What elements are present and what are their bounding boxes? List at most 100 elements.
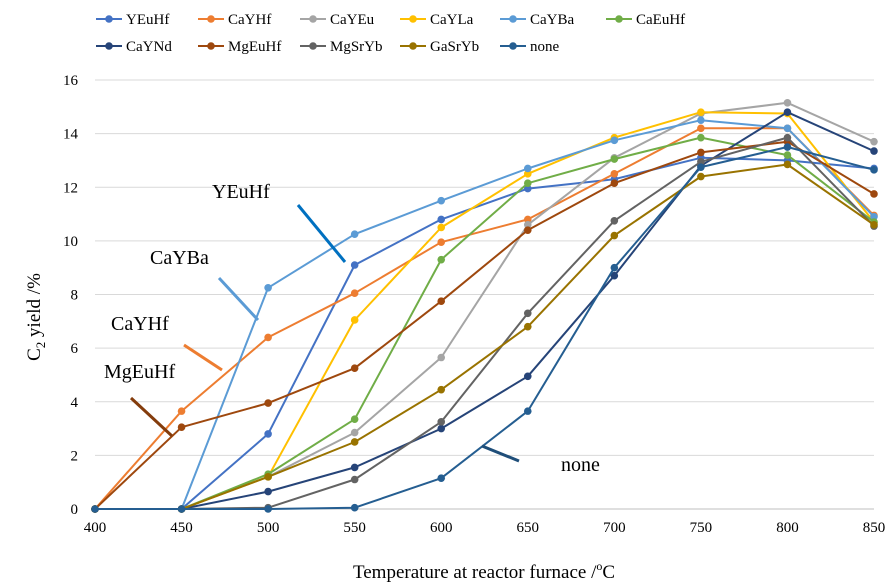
data-point-cayba — [870, 212, 878, 221]
y-tick-label: 6 — [71, 341, 79, 357]
series-line-caynd — [95, 111, 875, 510]
legend-item-gasryb: GaSrYb — [400, 39, 479, 55]
x-tick-label: 700 — [603, 520, 626, 536]
series-line-mgeuhf — [94, 140, 875, 510]
data-point-cayeu — [523, 220, 532, 229]
legend-label: none — [530, 39, 560, 55]
data-point-yeuhf — [264, 430, 272, 438]
series-mgsryb — [91, 133, 878, 513]
series-line-none — [95, 146, 875, 510]
legend-swatch-marker — [105, 15, 113, 23]
legend-swatch-marker — [207, 15, 215, 23]
series-caeuhf — [91, 133, 878, 513]
data-point-caeuhf — [523, 179, 532, 188]
series-gasryb — [91, 160, 878, 513]
x-tick-label: 550 — [343, 520, 366, 536]
x-tick-label: 400 — [84, 520, 107, 536]
data-point-none — [91, 505, 99, 513]
legend-label: CaYHf — [228, 12, 271, 28]
legend-swatch-marker — [509, 15, 517, 23]
data-point-mgeuhf — [697, 148, 705, 157]
y-tick-label: 4 — [71, 395, 79, 411]
annotation-leader-cayhf — [183, 343, 223, 372]
y-tick-label: 12 — [63, 180, 78, 196]
legend-item-mgsryb: MgSrYb — [300, 39, 383, 55]
series-mgeuhf — [91, 137, 878, 513]
y-tick-label: 8 — [71, 288, 79, 304]
series-cayhf — [91, 124, 878, 513]
annotation-label-mgeuhf: MgEuHf — [104, 361, 175, 383]
data-point-gasryb — [264, 473, 272, 481]
series-layer — [91, 98, 878, 513]
data-point-yeuhf — [350, 261, 359, 269]
x-tick-label: 500 — [257, 520, 280, 536]
legend-label: CaYEu — [330, 12, 375, 28]
data-point-cayba — [350, 230, 359, 238]
annotation-leader-cayba — [217, 276, 260, 322]
data-point-cayhf — [177, 407, 186, 415]
data-point-mgsryb — [783, 133, 792, 142]
data-point-yeuhf — [437, 215, 446, 224]
data-point-none — [177, 505, 186, 513]
legend-label: MgEuHf — [228, 39, 281, 55]
data-point-cayhf — [437, 238, 446, 247]
data-point-cayba — [610, 136, 619, 145]
data-point-cayhf — [350, 289, 359, 297]
annotation-label-cayba: CaYBa — [150, 247, 209, 269]
data-point-mgeuhf — [523, 226, 532, 234]
series-cayeu — [91, 98, 878, 513]
data-point-cayeu — [870, 137, 878, 146]
data-point-cayhf — [610, 170, 619, 178]
data-point-mgsryb — [697, 157, 705, 166]
legend-label: CaYNd — [126, 39, 172, 55]
data-point-mgsryb — [523, 309, 532, 318]
legend-item-cayhf: CaYHf — [198, 12, 271, 28]
legend-swatch-marker — [207, 42, 215, 50]
data-point-mgsryb — [437, 418, 446, 426]
data-point-caeuhf — [783, 151, 792, 159]
data-point-none — [610, 263, 619, 272]
x-tick-labels: 400 450 500 550 600 650 700 750 800 850 — [84, 520, 886, 536]
data-point-caeuhf — [697, 133, 705, 142]
annotation-leader-yeuhf — [296, 204, 347, 263]
data-point-cayhf — [697, 124, 705, 133]
data-point-none — [264, 505, 272, 513]
legend: YEuHf CaYHf CaYEu CaYLa CaYBa CaEuHf CaYNd MgEu… — [96, 12, 685, 55]
legend-label: CaYLa — [430, 12, 474, 28]
x-tick-label: 650 — [517, 520, 540, 536]
legend-item-yeuhf: YEuHf — [96, 12, 169, 28]
legend-item-cayba: CaYBa — [500, 12, 575, 28]
data-point-cayla — [350, 316, 359, 324]
y-axis-title: C2 yield /% — [24, 273, 48, 361]
y-tick-label: 0 — [71, 502, 79, 518]
data-point-cayba — [264, 283, 272, 292]
data-point-gasryb — [870, 220, 878, 229]
data-point-none — [437, 474, 446, 482]
series-line-cayba — [95, 119, 875, 510]
data-point-caeuhf — [437, 255, 446, 264]
data-point-cayeu — [783, 98, 792, 107]
legend-item-cayeu: CaYEu — [300, 12, 375, 28]
legend-swatch-marker — [509, 42, 517, 50]
series-line-yeuhf — [95, 156, 875, 510]
data-point-gasryb — [350, 438, 359, 446]
data-point-cayla — [437, 223, 446, 232]
data-point-mgeuhf — [177, 423, 186, 432]
legend-swatch-marker — [309, 15, 317, 23]
x-tick-label: 800 — [776, 520, 799, 536]
x-axis-title: Temperature at reactor furnace /oC — [353, 559, 615, 583]
annotation-label-none: none — [561, 454, 600, 476]
data-point-cayba — [523, 164, 532, 173]
series-none — [91, 143, 878, 513]
data-point-mgeuhf — [610, 179, 619, 188]
legend-item-caeuhf: CaEuHf — [606, 12, 685, 28]
legend-item-caynd: CaYNd — [96, 39, 172, 55]
x-tick-label: 600 — [430, 520, 453, 536]
legend-label: MgSrYb — [330, 39, 383, 55]
annotation-leader-none — [481, 444, 520, 463]
data-point-mgeuhf — [264, 399, 272, 407]
y-tick-label: 10 — [63, 234, 78, 250]
data-point-cayba — [697, 116, 705, 125]
data-point-gasryb — [437, 385, 446, 394]
data-point-gasryb — [697, 172, 705, 181]
